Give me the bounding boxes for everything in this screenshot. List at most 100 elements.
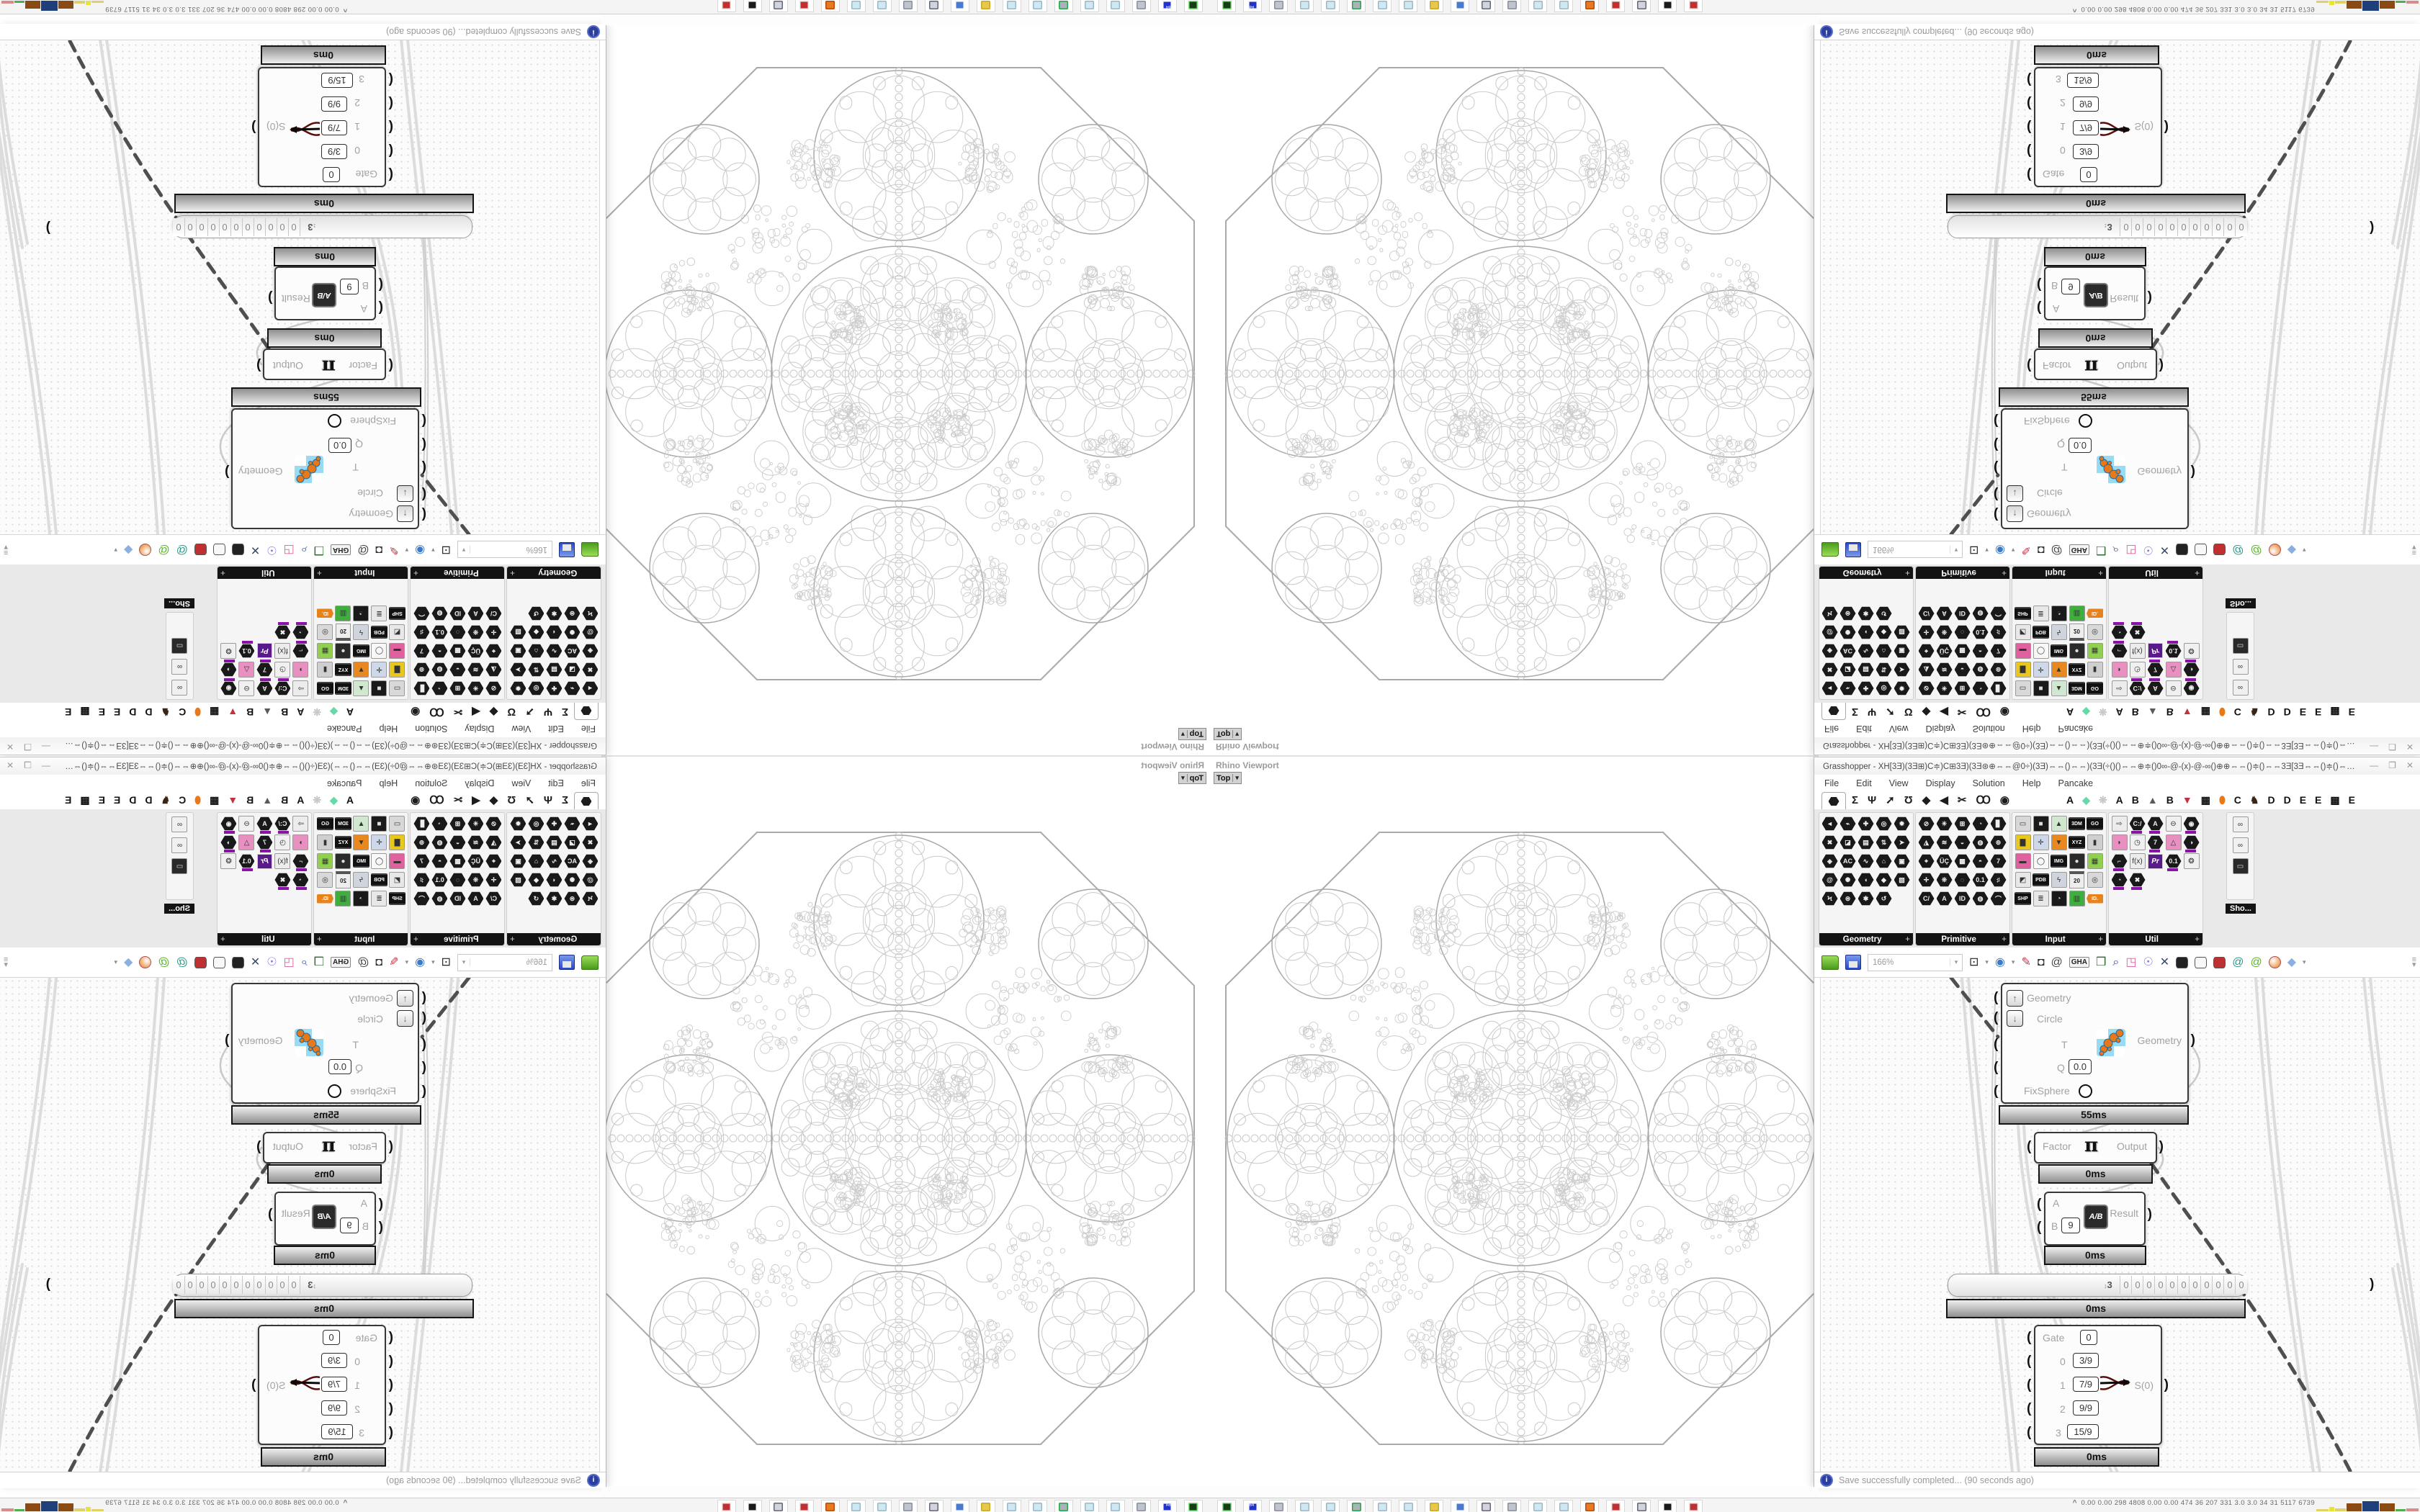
palette-icon[interactable]: ÜÇ xyxy=(467,852,485,870)
taskbar-item-folder-icon[interactable] xyxy=(1425,0,1443,12)
preview-eye-icon[interactable]: ◉ xyxy=(1994,544,2005,557)
palette-icon[interactable]: SHP xyxy=(2014,604,2032,623)
palette-icon[interactable]: ◯ xyxy=(2032,642,2050,660)
palette-icon[interactable]: ∞ xyxy=(2231,836,2249,855)
tab-category-7[interactable]: Ꝏ xyxy=(429,794,444,806)
taskbar-item-folder-icon[interactable] xyxy=(977,0,995,12)
palette-header[interactable]: Util + xyxy=(218,567,311,579)
tab-params[interactable] xyxy=(574,792,599,810)
palette-icon[interactable]: ✳ xyxy=(1935,679,1953,698)
menu-item-view[interactable]: View xyxy=(511,724,532,734)
caret-icon[interactable]: ▾ xyxy=(1985,546,1989,554)
palette-header[interactable]: Primitive + xyxy=(1916,933,2009,945)
palette-icon[interactable]: 3DM xyxy=(2068,679,2086,698)
palette-icon[interactable]: ◎ xyxy=(1875,814,1893,833)
node-division[interactable]: A B 9 A/B Result ( ( ) xyxy=(268,266,383,320)
down-arrow-button[interactable]: ↓ xyxy=(397,1010,413,1027)
taskbar-item-notepad-icon[interactable] xyxy=(1003,1500,1021,1512)
palette-icon[interactable]: ⌐ xyxy=(2110,641,2128,660)
palette-icon[interactable]: ◑ xyxy=(220,660,238,679)
tab-plugin-2[interactable]: ❋ xyxy=(2098,793,2107,806)
palette-icon[interactable]: ✱ xyxy=(545,604,563,623)
palette-icon[interactable]: ▬ xyxy=(388,642,406,660)
maximize-button[interactable]: ❐ xyxy=(2388,742,2396,752)
palette-icon[interactable]: ⊜ xyxy=(1839,889,1857,908)
palette-icon[interactable]: Pr xyxy=(2146,852,2164,870)
finder-icon[interactable]: ⌕ xyxy=(300,544,308,557)
palette-header[interactable]: Input + xyxy=(2012,567,2106,579)
tab-plugin-14[interactable]: E xyxy=(113,794,121,806)
palette-icon[interactable]: AC xyxy=(1839,642,1857,660)
digit-cell[interactable]: 0 xyxy=(288,1276,300,1294)
menu-item-view[interactable]: View xyxy=(511,778,532,788)
ink-bottle-icon[interactable]: ◘ xyxy=(375,544,383,557)
palette-icon[interactable]: AC xyxy=(563,852,581,870)
palette-icon[interactable]: ◔ xyxy=(2110,870,2128,890)
node-stream-filter[interactable]: Gate 0 0 3/9 1 7/9 2 9/9 3 15/9 xyxy=(251,1325,393,1445)
tab-plugin-10[interactable]: C xyxy=(179,794,187,806)
palette-icon[interactable]: ◖ xyxy=(545,870,563,889)
palette-icon[interactable]: ▩ xyxy=(1953,642,1971,660)
palette-icon[interactable]: IMG xyxy=(2050,852,2068,870)
palette-icon[interactable]: ▭ xyxy=(2231,857,2249,876)
palette-icon[interactable]: C/ xyxy=(485,889,503,908)
digit-cell[interactable]: 0 xyxy=(196,218,208,236)
tab-category-3[interactable]: Ʊ xyxy=(507,793,516,806)
palette-icon[interactable]: SHP xyxy=(388,889,406,908)
window-image-icon[interactable]: ❒ xyxy=(313,544,324,557)
digit-cell[interactable]: 0 xyxy=(184,218,197,236)
palette-icon[interactable]: Pr xyxy=(256,642,274,660)
b-value-box[interactable]: 9 xyxy=(340,279,359,294)
palette-icon[interactable]: ▮ xyxy=(2086,833,2104,852)
digit-cell[interactable]: 0 xyxy=(265,1276,277,1294)
digit-cell[interactable]: 0 xyxy=(242,218,254,236)
palette-expand-icon[interactable]: + xyxy=(510,568,515,577)
palette-icon[interactable]: ⌖ xyxy=(1917,642,1935,660)
open-file-button[interactable] xyxy=(1821,955,1839,970)
tab-plugin-5[interactable]: ▲ xyxy=(2147,706,2158,718)
palette-icon[interactable]: 0.1 xyxy=(2164,641,2182,660)
palette-icon[interactable]: ❊ xyxy=(467,870,485,889)
palette-expand-icon[interactable]: + xyxy=(413,935,418,944)
palette-icon[interactable]: ◑ xyxy=(220,833,238,852)
palette-icon[interactable]: ✺ xyxy=(1839,870,1857,889)
menu-item-solution[interactable]: Solution xyxy=(1972,778,2005,788)
tab-category-5[interactable]: ◀ xyxy=(472,794,480,806)
caret-icon[interactable]: ▾ xyxy=(405,546,409,554)
tab-plugin-1[interactable]: ◆ xyxy=(330,793,338,806)
palette-icon[interactable]: A xyxy=(256,814,274,834)
palette-icon[interactable]: A xyxy=(1935,604,1953,623)
palette-icon[interactable]: ▲ xyxy=(352,679,370,698)
palette-icon[interactable]: ◒ xyxy=(1953,660,1971,679)
palette-header[interactable]: Primitive + xyxy=(1916,567,2009,579)
menu-item-file[interactable]: File xyxy=(1824,778,1839,788)
palette-icon[interactable]: ◆ xyxy=(527,870,545,889)
tab-plugin-11[interactable]: ♞ xyxy=(161,706,171,719)
palette-icon[interactable]: ◗ xyxy=(2110,660,2128,679)
row-value-box[interactable]: 15/9 xyxy=(2067,73,2099,88)
taskbar-item-firefox-icon[interactable] xyxy=(1580,1500,1599,1512)
palette-icon[interactable]: ▧ xyxy=(1893,623,1911,642)
b-value-box[interactable]: 9 xyxy=(2061,1218,2080,1233)
digit-cell[interactable]: 0 xyxy=(2212,218,2224,236)
taskbar-item-notepad-icon[interactable] xyxy=(1080,1500,1099,1512)
palette-icon[interactable]: ▇ xyxy=(388,833,406,852)
tab-category-1[interactable]: Ψ xyxy=(1868,706,1877,719)
tab-plugin-4[interactable]: B xyxy=(2131,706,2139,718)
palette-icon[interactable]: Ϟ xyxy=(1821,604,1839,623)
palette-icon[interactable]: ◑ xyxy=(2182,660,2200,679)
tab-category-4[interactable]: ◆ xyxy=(489,794,498,806)
palette-icon[interactable]: ◎ xyxy=(527,679,545,698)
tab-plugin-17[interactable]: E xyxy=(2348,794,2355,806)
palette-icon[interactable]: ✛ xyxy=(2032,660,2050,679)
palette-icon[interactable]: ∞ xyxy=(171,657,189,676)
digit-cell[interactable]: 0 xyxy=(184,1276,197,1294)
palette-icon[interactable]: ◯ xyxy=(2032,852,2050,870)
taskbar-item-badge-icon[interactable] xyxy=(1606,0,1625,12)
taskbar-item-monitor-icon[interactable] xyxy=(1054,0,1073,12)
palette-icon[interactable]: 3DM xyxy=(334,814,352,833)
fixsphere-toggle[interactable] xyxy=(2079,414,2092,428)
tab-plugin-6[interactable]: B xyxy=(2166,794,2174,806)
rhino-viewport[interactable]: Rhino Viewport Top ▾ xyxy=(1210,24,1819,756)
gh-canvas[interactable]: ↑ ↓ Geometry Circle T Q 0.0 FixSphere Ge… xyxy=(0,978,600,1472)
